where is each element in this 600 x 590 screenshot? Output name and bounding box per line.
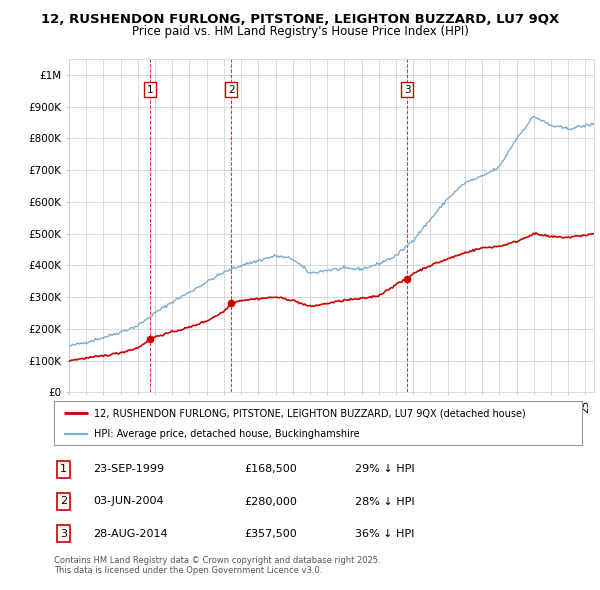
Text: 1: 1 — [60, 464, 67, 474]
Text: 12, RUSHENDON FURLONG, PITSTONE, LEIGHTON BUZZARD, LU7 9QX (detached house): 12, RUSHENDON FURLONG, PITSTONE, LEIGHTO… — [94, 408, 526, 418]
Text: Price paid vs. HM Land Registry's House Price Index (HPI): Price paid vs. HM Land Registry's House … — [131, 25, 469, 38]
Text: Contains HM Land Registry data © Crown copyright and database right 2025.
This d: Contains HM Land Registry data © Crown c… — [54, 556, 380, 575]
Text: 2: 2 — [228, 85, 235, 94]
Text: 3: 3 — [404, 85, 410, 94]
Text: HPI: Average price, detached house, Buckinghamshire: HPI: Average price, detached house, Buck… — [94, 430, 359, 440]
Text: 12, RUSHENDON FURLONG, PITSTONE, LEIGHTON BUZZARD, LU7 9QX: 12, RUSHENDON FURLONG, PITSTONE, LEIGHTO… — [41, 13, 559, 26]
Text: 23-SEP-1999: 23-SEP-1999 — [94, 464, 165, 474]
Text: £168,500: £168,500 — [244, 464, 297, 474]
Text: 36% ↓ HPI: 36% ↓ HPI — [355, 529, 415, 539]
Text: 28% ↓ HPI: 28% ↓ HPI — [355, 497, 415, 506]
Text: 29% ↓ HPI: 29% ↓ HPI — [355, 464, 415, 474]
Text: £280,000: £280,000 — [244, 497, 297, 506]
Text: 1: 1 — [147, 85, 154, 94]
Text: £357,500: £357,500 — [244, 529, 297, 539]
Text: 3: 3 — [60, 529, 67, 539]
Text: 03-JUN-2004: 03-JUN-2004 — [94, 497, 164, 506]
Text: 28-AUG-2014: 28-AUG-2014 — [94, 529, 168, 539]
Text: 2: 2 — [60, 497, 67, 506]
